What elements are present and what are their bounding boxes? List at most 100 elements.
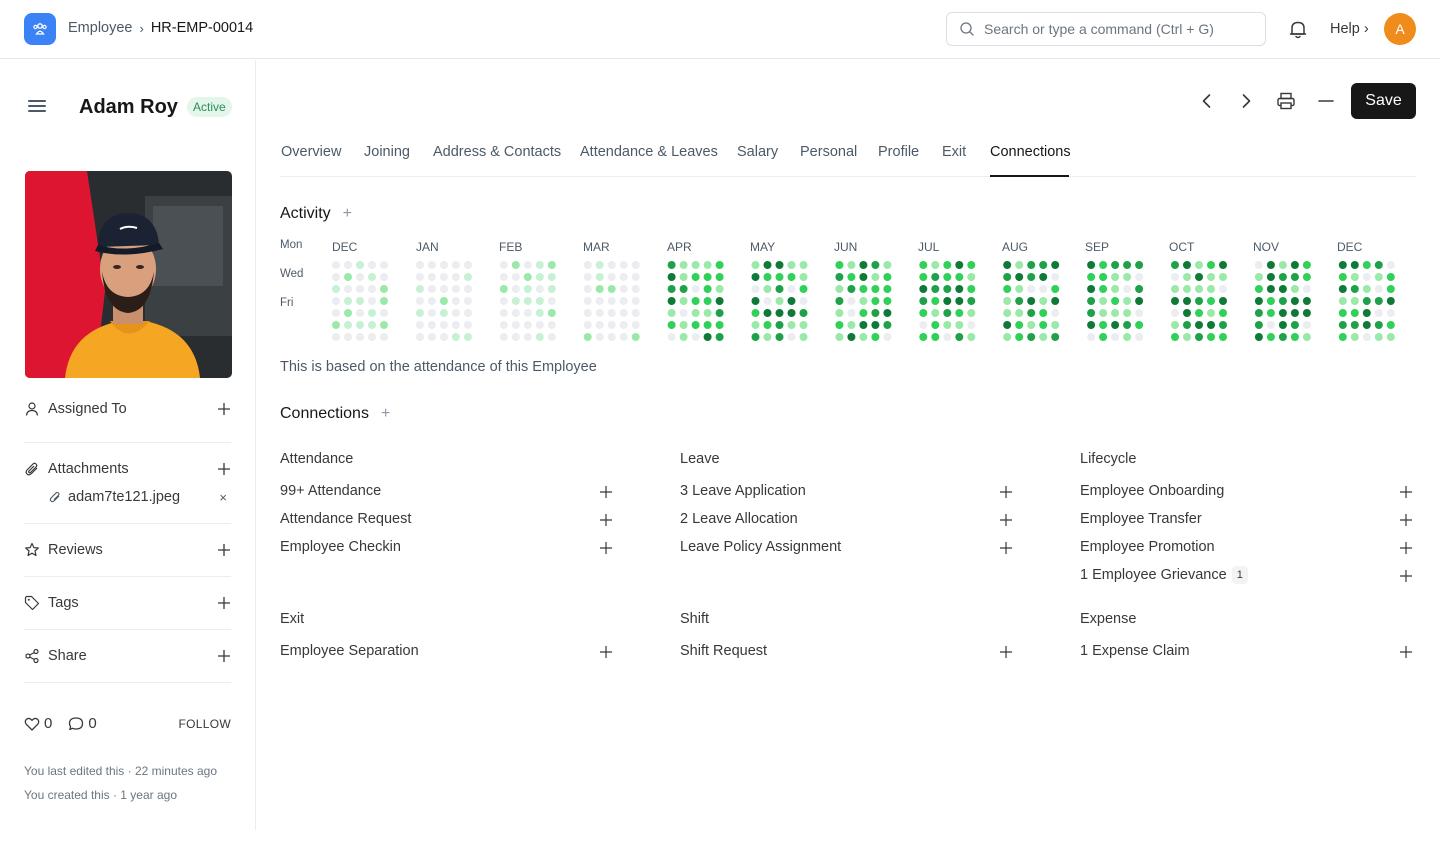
heatmap-day-cell[interactable] [775,333,784,341]
heatmap-day-cell[interactable] [1051,321,1060,329]
heatmap-day-cell[interactable] [415,321,424,329]
heatmap-day-cell[interactable] [859,321,868,329]
heatmap-day-cell[interactable] [427,285,436,293]
heatmap-day-cell[interactable] [1195,285,1203,293]
heatmap-day-cell[interactable] [1207,261,1215,269]
heatmap-day-cell[interactable] [1027,333,1036,341]
heatmap-day-cell[interactable] [919,273,928,281]
heatmap-day-cell[interactable] [835,261,844,269]
heatmap-day-cell[interactable] [1111,285,1120,293]
heatmap-day-cell[interactable] [703,273,712,281]
heatmap-day-cell[interactable] [1302,333,1311,341]
heatmap-day-cell[interactable] [547,321,556,329]
heatmap-day-cell[interactable] [1135,333,1144,341]
heatmap-day-cell[interactable] [871,273,880,281]
heatmap-day-cell[interactable] [1278,321,1287,329]
heatmap-day-cell[interactable] [523,273,532,281]
heatmap-day-cell[interactable] [356,321,364,329]
heatmap-day-cell[interactable] [1087,297,1096,305]
heatmap-day-cell[interactable] [619,309,628,317]
heatmap-day-cell[interactable] [631,273,640,281]
heatmap-day-cell[interactable] [703,309,712,317]
heatmap-day-cell[interactable] [368,261,376,269]
heatmap-day-cell[interactable] [1207,297,1215,305]
heatmap-day-cell[interactable] [1266,297,1275,305]
heatmap-day-cell[interactable] [1386,285,1395,293]
heatmap-day-cell[interactable] [667,261,676,269]
heatmap-day-cell[interactable] [919,261,928,269]
heatmap-day-cell[interactable] [356,309,364,317]
heatmap-day-cell[interactable] [859,309,868,317]
heatmap-day-cell[interactable] [1338,321,1347,329]
connection-link-employee-grievance[interactable]: 1 Employee Grievance 1 [1080,566,1248,584]
heatmap-day-cell[interactable] [1051,261,1060,269]
heatmap-day-cell[interactable] [835,297,844,305]
heatmap-day-cell[interactable] [1386,333,1395,341]
heatmap-day-cell[interactable] [1195,261,1203,269]
heatmap-day-cell[interactable] [1302,309,1311,317]
heatmap-day-cell[interactable] [1338,333,1347,341]
heatmap-day-cell[interactable] [871,285,880,293]
heatmap-day-cell[interactable] [1195,321,1203,329]
heatmap-day-cell[interactable] [607,321,616,329]
heatmap-day-cell[interactable] [547,285,556,293]
heatmap-day-cell[interactable] [1123,333,1132,341]
heatmap-day-cell[interactable] [847,321,856,329]
heatmap-day-cell[interactable] [1302,321,1311,329]
heatmap-day-cell[interactable] [607,297,616,305]
heatmap-day-cell[interactable] [691,333,700,341]
heatmap-day-cell[interactable] [667,285,676,293]
heatmap-day-cell[interactable] [1111,321,1120,329]
heatmap-day-cell[interactable] [967,273,976,281]
heatmap-day-cell[interactable] [332,309,340,317]
heatmap-day-cell[interactable] [799,273,808,281]
heatmap-day-cell[interactable] [607,333,616,341]
heatmap-day-cell[interactable] [1183,333,1191,341]
heatmap-day-cell[interactable] [583,285,592,293]
heatmap-day-cell[interactable] [775,273,784,281]
heatmap-day-cell[interactable] [332,285,340,293]
heatmap-day-cell[interactable] [1254,261,1263,269]
heatmap-day-cell[interactable] [883,333,892,341]
heatmap-day-cell[interactable] [1207,333,1215,341]
search-box[interactable] [946,12,1266,46]
heatmap-day-cell[interactable] [1362,297,1371,305]
heatmap-day-cell[interactable] [763,285,772,293]
heatmap-day-cell[interactable] [1003,285,1012,293]
heatmap-day-cell[interactable] [787,273,796,281]
connection-label[interactable]: 99+ Attendance [280,483,382,499]
heatmap-day-cell[interactable] [847,333,856,341]
heatmap-day-cell[interactable] [499,285,508,293]
heatmap-day-cell[interactable] [463,261,472,269]
heatmap-day-cell[interactable] [1111,309,1120,317]
heatmap-day-cell[interactable] [931,321,940,329]
add-shift-request-plus-icon[interactable] [999,645,1013,659]
connection-label[interactable]: Attendance Request [280,511,412,527]
heatmap-day-cell[interactable] [1278,285,1287,293]
heatmap-day-cell[interactable] [787,285,796,293]
heatmap-day-cell[interactable] [919,297,928,305]
heatmap-day-cell[interactable] [427,273,436,281]
heatmap-day-cell[interactable] [1099,321,1108,329]
heatmap-day-cell[interactable] [715,285,724,293]
heatmap-day-cell[interactable] [883,273,892,281]
heatmap-day-cell[interactable] [1290,321,1299,329]
heatmap-day-cell[interactable] [1302,297,1311,305]
heatmap-day-cell[interactable] [595,285,604,293]
heatmap-day-cell[interactable] [751,309,760,317]
heatmap-day-cell[interactable] [1051,273,1060,281]
heatmap-day-cell[interactable] [751,297,760,305]
heatmap-day-cell[interactable] [967,261,976,269]
connection-label[interactable]: Shift Request [680,643,768,659]
heatmap-day-cell[interactable] [1278,309,1287,317]
connection-link-attendance[interactable]: 99+ Attendance [280,483,381,499]
heatmap-day-cell[interactable] [451,309,460,317]
heatmap-day-cell[interactable] [1374,285,1383,293]
heatmap-day-cell[interactable] [1266,261,1275,269]
heatmap-day-cell[interactable] [691,261,700,269]
heatmap-day-cell[interactable] [631,297,640,305]
heatmap-day-cell[interactable] [523,261,532,269]
connection-link-employee-separation[interactable]: Employee Separation [280,643,419,659]
heatmap-day-cell[interactable] [356,297,364,305]
heatmap-day-cell[interactable] [1123,297,1132,305]
